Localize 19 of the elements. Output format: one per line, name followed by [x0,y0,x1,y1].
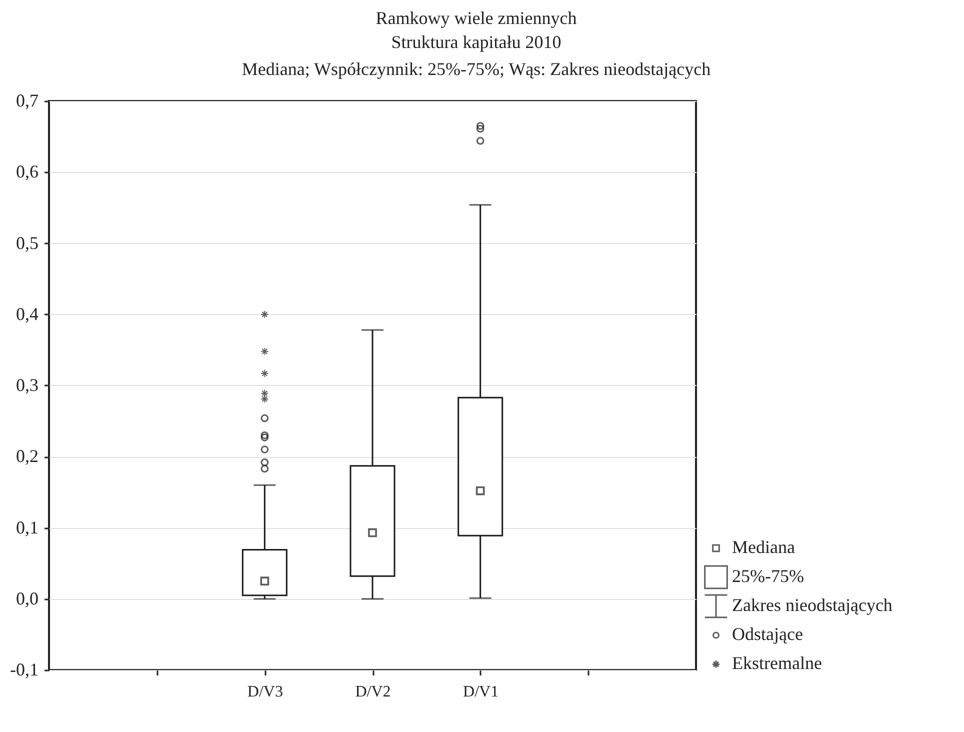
x-tick-label: D/V1 [463,684,499,700]
text: Odstające [732,624,803,644]
y-tick-label: 0,5 [16,232,38,253]
y-tick-label: -0,1 [10,660,38,680]
text: 25%-75% [732,566,804,586]
chart-title: Ramkowy wiele zmiennych [376,8,577,28]
y-tick-label: 0,0 [16,588,38,608]
y-tick-label: 0,2 [16,446,38,466]
x-tick-label: D/V2 [355,684,391,700]
y-tick-label: 0,4 [16,304,38,324]
y-tick-label: 0,3 [16,375,38,395]
text: Zakres nieodstających [732,595,892,616]
x-tick-label: D/V3 [247,684,283,700]
y-tick-label: 0,7 [16,90,38,110]
chart-subtitle: Struktura kapitału 2010 Mediana; Współczynnik: 25%-75%; Wąs: Zakres nieodstających [242,32,711,79]
text: Mediana [732,537,795,558]
legend-label: Ekstremalne [732,653,822,674]
y-tick-label: 0,1 [16,517,38,538]
y-tick-label: 0,6 [16,162,38,182]
